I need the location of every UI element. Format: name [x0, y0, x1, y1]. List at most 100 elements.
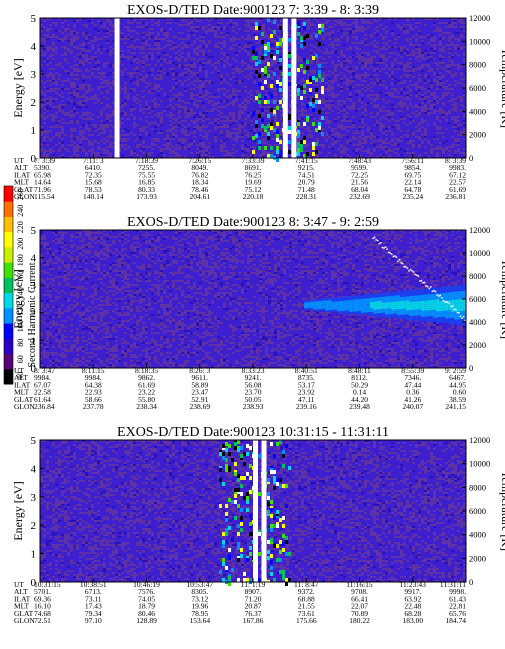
heatmap-cell — [312, 76, 315, 80]
heatmap-cell — [382, 56, 385, 58]
heatmap-cell — [157, 114, 160, 116]
heatmap-cell — [169, 156, 172, 158]
heatmap-cell — [400, 56, 403, 58]
heatmap-cell — [352, 30, 355, 32]
heatmap-cell — [109, 250, 112, 252]
heatmap-cell — [40, 232, 43, 234]
heatmap-cell — [211, 156, 214, 158]
heatmap-cell — [427, 56, 430, 58]
heatmap-cell — [373, 100, 376, 102]
heatmap-cell — [109, 146, 112, 148]
heatmap-cell — [403, 32, 406, 34]
heatmap-cell — [52, 68, 55, 70]
heatmap-cell — [463, 154, 466, 156]
heatmap-cell — [100, 38, 103, 40]
heatmap-cell — [352, 230, 355, 232]
heatmap-cell — [270, 84, 273, 88]
heatmap-cell — [442, 82, 445, 84]
heatmap-cell — [343, 106, 346, 108]
heatmap-cell — [214, 66, 217, 68]
heatmap-cell — [313, 52, 316, 54]
heatmap-cell — [304, 110, 307, 112]
heatmap-cell — [175, 148, 178, 150]
heatmap-cell — [43, 154, 46, 156]
heatmap-cell — [49, 126, 52, 128]
colorbar-label: Second Harmonic Current — [27, 262, 38, 367]
heatmap-cell — [169, 40, 172, 42]
heatmap-cell — [163, 72, 166, 74]
heatmap-cell — [370, 42, 373, 44]
heatmap-cell — [223, 146, 226, 148]
heatmap-cell — [247, 46, 250, 48]
heatmap-cell — [379, 70, 382, 72]
heatmap-cell — [58, 62, 61, 64]
heatmap-cell — [136, 98, 139, 100]
heatmap-cell — [388, 116, 391, 118]
heatmap-cell — [388, 126, 391, 128]
heatmap-cell — [463, 122, 466, 124]
heatmap-cell — [64, 54, 67, 56]
heatmap-cell — [181, 142, 184, 144]
orbit-value: 64.78 — [404, 185, 421, 194]
heatmap-cell — [277, 56, 280, 58]
heatmap-cell — [148, 124, 151, 126]
heatmap-cell — [274, 106, 277, 108]
heatmap-cell — [82, 18, 85, 20]
heatmap-cell — [172, 152, 175, 154]
heatmap-cell — [64, 70, 67, 72]
heatmap-cell — [196, 72, 199, 74]
heatmap-cell — [379, 138, 382, 140]
heatmap-cell — [196, 46, 199, 48]
heatmap-cell — [94, 98, 97, 100]
heatmap-cell — [61, 236, 64, 238]
heatmap-cell — [229, 236, 232, 238]
heatmap-cell — [136, 144, 139, 146]
heatmap-cell — [196, 54, 199, 56]
heatmap-cell — [424, 108, 427, 110]
heatmap-cell — [82, 150, 85, 152]
heatmap-cell — [346, 106, 349, 108]
heatmap-cell — [358, 58, 361, 60]
heatmap-cell — [136, 82, 139, 84]
heatmap-cell — [304, 104, 307, 106]
heatmap-cell — [49, 74, 52, 76]
heatmap-cell — [409, 142, 412, 144]
heatmap-cell — [97, 44, 100, 46]
heatmap-cell — [46, 116, 49, 118]
heatmap-cell — [436, 248, 439, 250]
heatmap-cell — [217, 22, 220, 24]
heatmap-cell — [352, 42, 355, 44]
heatmap-cell — [73, 150, 76, 152]
heatmap-cell — [334, 70, 337, 72]
heatmap-cell — [202, 86, 205, 88]
heatmap-cell — [157, 52, 160, 54]
heatmap-cell — [394, 42, 397, 44]
heatmap-cell — [424, 156, 427, 158]
heatmap-cell — [358, 98, 361, 100]
heatmap-cell — [436, 88, 439, 90]
heatmap-cell — [175, 118, 178, 120]
heatmap-cell — [433, 234, 436, 236]
heatmap-cell — [43, 92, 46, 94]
heatmap-cell — [91, 148, 94, 150]
heatmap-cell — [304, 66, 307, 68]
heatmap-cell — [328, 122, 331, 124]
heatmap-cell — [61, 126, 64, 128]
heatmap-cell — [166, 148, 169, 150]
heatmap-cell — [364, 124, 367, 126]
heatmap-cell — [169, 138, 172, 140]
heatmap-cell — [280, 24, 283, 26]
heatmap-cell — [85, 128, 88, 130]
heatmap-cell — [250, 98, 253, 100]
heatmap-cell — [67, 50, 70, 52]
heatmap-cell — [241, 60, 244, 62]
heatmap-cell — [70, 32, 73, 34]
heatmap-cell — [316, 120, 319, 122]
heatmap-cell — [307, 242, 310, 244]
heatmap-cell — [258, 140, 261, 144]
heatmap-cell — [214, 34, 217, 36]
heatmap-cell — [412, 134, 415, 136]
heatmap-cell — [118, 240, 121, 242]
heatmap-cell — [337, 38, 340, 40]
heatmap-cell — [391, 126, 394, 128]
